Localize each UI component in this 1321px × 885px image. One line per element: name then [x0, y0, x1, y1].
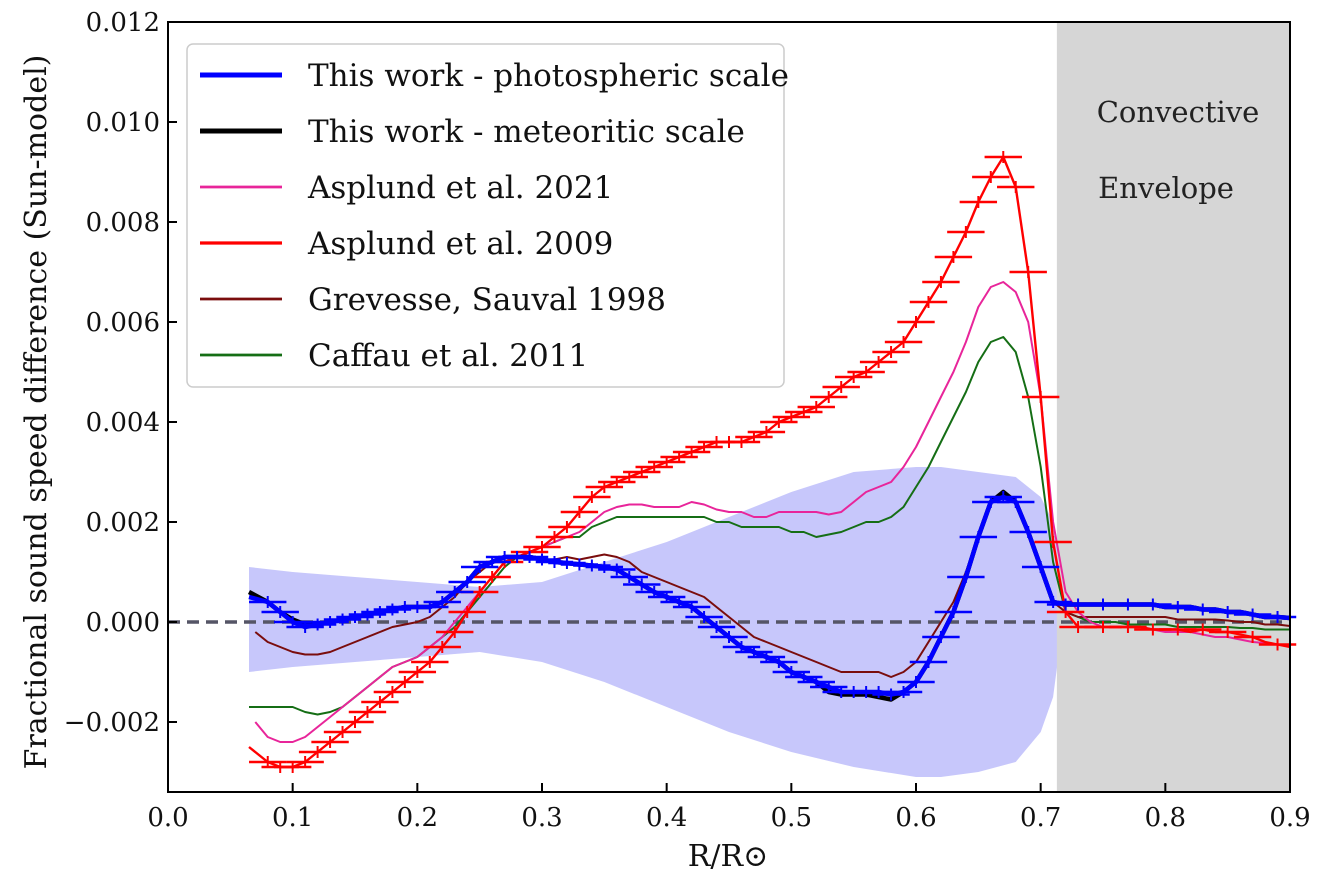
plot-frame — [167, 21, 1291, 793]
x-tick-label: 0.6 — [895, 803, 936, 833]
y-tick-label: 0.004 — [86, 408, 160, 438]
annotation-convective: Convective — [1097, 95, 1260, 129]
legend-label: Asplund et al. 2021 — [307, 170, 613, 206]
uncertainty-band-layer — [249, 467, 1066, 777]
uncertainty-band — [249, 467, 1066, 777]
x-tick-label: 0.3 — [521, 803, 562, 833]
x-tick-label: 0.8 — [1145, 803, 1186, 833]
legend-label: This work - meteoritic scale — [308, 114, 745, 150]
axes-layer: 0.0 0.1 0.2 0.3 0.4 0.5 0.6 0.7 0.8 0.9 −0.002 0.00… — [64, 8, 1311, 833]
x-tick-label: 0.0 — [147, 803, 188, 833]
y-tick-label: −0.002 — [64, 708, 160, 738]
y-tick-label: 0.000 — [86, 608, 160, 638]
x-tick-label: 0.2 — [397, 803, 438, 833]
x-axis-title: R/R⊙ — [688, 839, 768, 874]
x-tick-label: 0.4 — [646, 803, 687, 833]
y-tick-label: 0.012 — [86, 8, 160, 38]
y-tick-label: 0.010 — [86, 108, 160, 138]
y-tick-label: 0.006 — [86, 308, 160, 338]
legend: This work - photospheric scale This work … — [186, 43, 789, 388]
x-tick-label: 0.7 — [1020, 803, 1061, 833]
annotation-envelope: Envelope — [1098, 171, 1234, 205]
convective-envelope-region — [1056, 22, 1290, 792]
series-4 — [254, 491, 1291, 678]
convective-envelope-layer — [1056, 22, 1290, 792]
x-tick-label: 0.9 — [1269, 803, 1310, 833]
y-tick-label: 0.002 — [86, 508, 160, 538]
series-layer — [247, 151, 1297, 773]
x-tick-label: 0.1 — [272, 803, 313, 833]
legend-label: Grevesse, Sauval 1998 — [308, 282, 666, 318]
series-0 — [248, 491, 1297, 701]
legend-box — [186, 43, 785, 388]
annotation-layer: Convective Envelope — [1097, 95, 1260, 205]
series-line — [254, 491, 1291, 678]
y-axis-title: Fractional sound speed difference (Sun-m… — [19, 55, 54, 770]
legend-label: Caffau et al. 2011 — [308, 338, 588, 374]
legend-label: This work - photospheric scale — [308, 58, 789, 94]
y-tick-label: 0.008 — [86, 208, 160, 238]
x-tick-label: 0.5 — [771, 803, 812, 833]
legend-label: Asplund et al. 2009 — [307, 226, 613, 262]
